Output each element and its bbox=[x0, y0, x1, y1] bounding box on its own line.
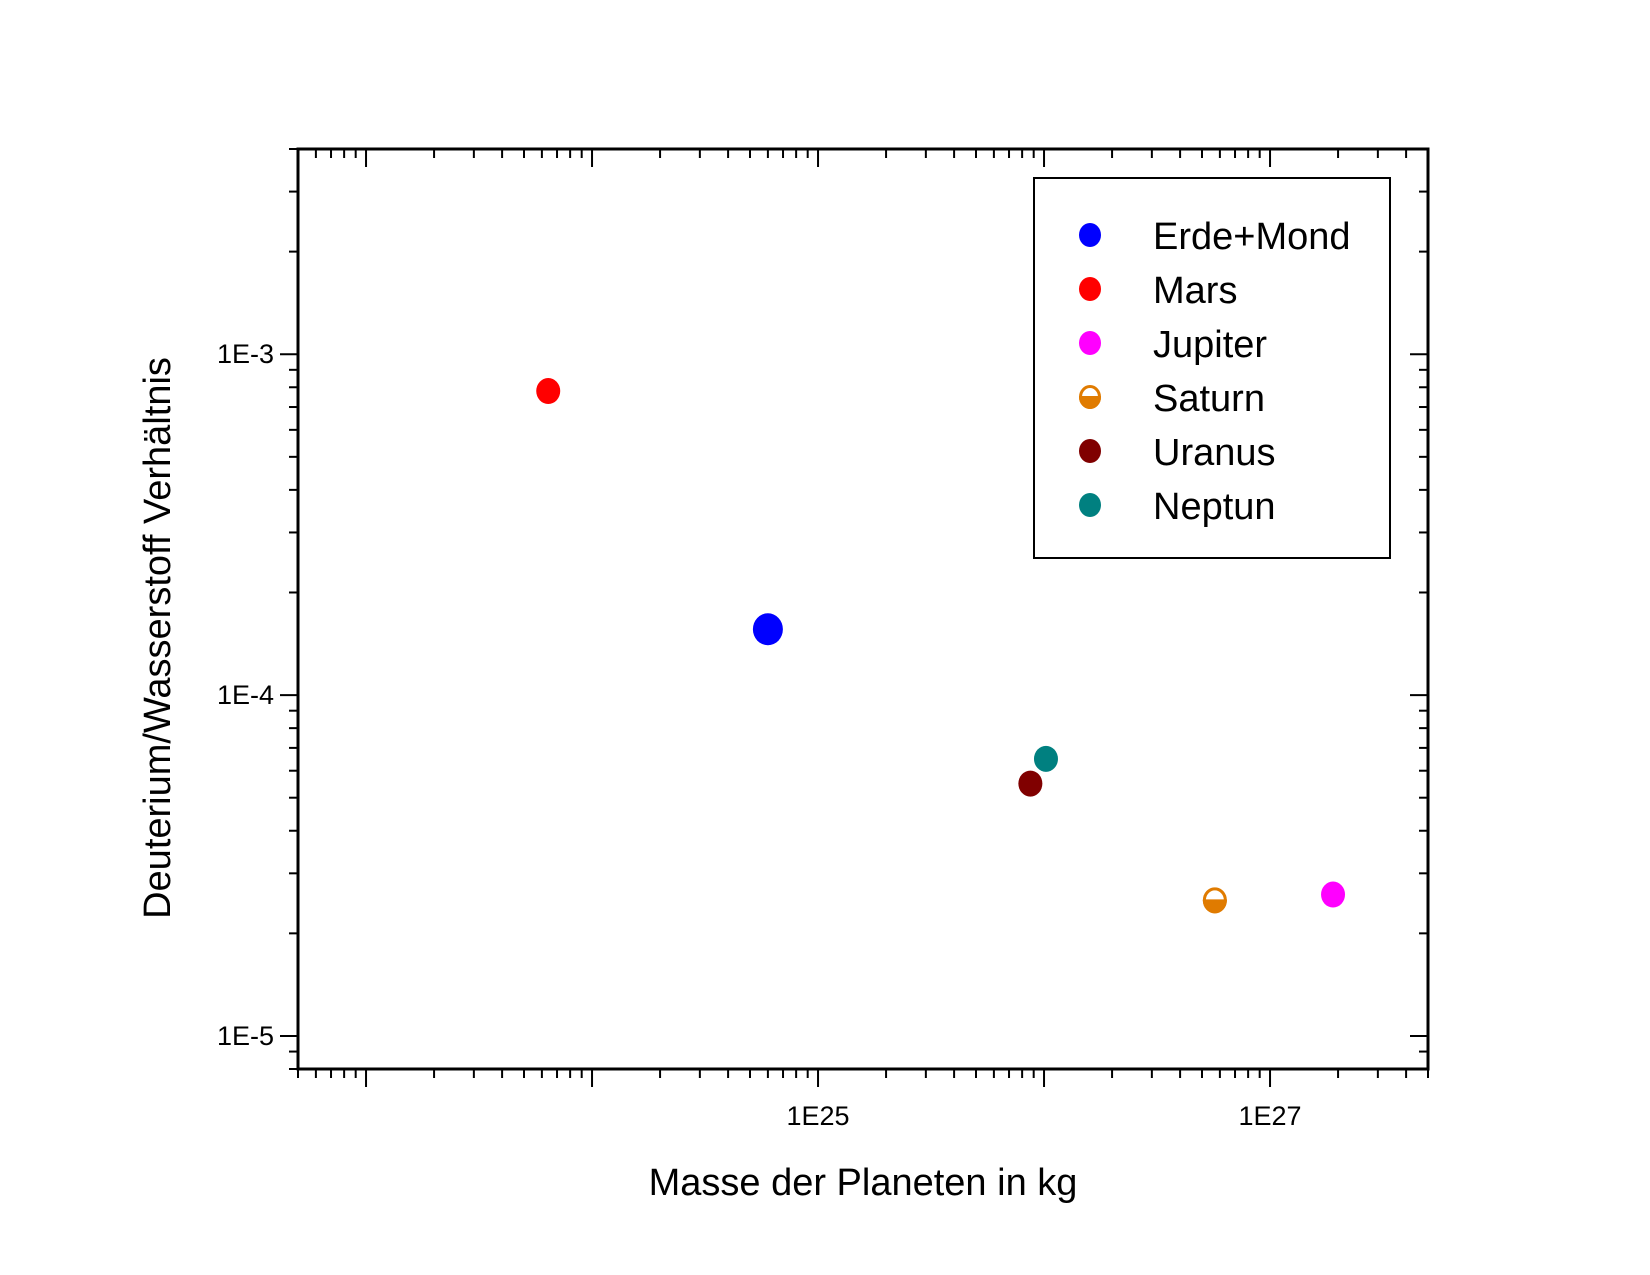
x-tick-label: 1E27 bbox=[1239, 1101, 1302, 1131]
y-tick-label: 1E-4 bbox=[217, 680, 274, 710]
y-tick-label: 1E-3 bbox=[217, 339, 274, 369]
x-axis-title: Masse der Planeten in kg bbox=[649, 1162, 1078, 1204]
legend-marker-mars bbox=[1079, 277, 1101, 301]
y-axis-title: Deuterium/Wasserstoff Verhältnis bbox=[137, 357, 179, 919]
data-point-uranus bbox=[1018, 770, 1043, 797]
data-points bbox=[536, 378, 1346, 914]
legend-marker-jupiter bbox=[1079, 331, 1101, 355]
legend-label-neptun: Neptun bbox=[1153, 486, 1276, 528]
legend-label-mars: Mars bbox=[1153, 270, 1237, 312]
data-point-neptun bbox=[1033, 745, 1058, 772]
legend: Erde+Mond Mars Jupiter Saturn Uranus Neptun bbox=[1033, 177, 1391, 559]
tick-labels: 1E25 1E27 1E-3 1E-4 1E-5 bbox=[217, 339, 1302, 1131]
x-tick-label: 1E25 bbox=[787, 1101, 850, 1131]
plot-frame bbox=[296, 147, 1430, 1071]
data-point-mars bbox=[536, 378, 561, 405]
legend-label-jupiter: Jupiter bbox=[1153, 324, 1267, 366]
legend-marker-uranus bbox=[1079, 439, 1101, 463]
legend-marker-erde-mond bbox=[1079, 223, 1101, 247]
legend-label-erde-mond: Erde+Mond bbox=[1153, 216, 1351, 258]
data-point-erde-mond bbox=[752, 613, 783, 646]
legend-label-saturn: Saturn bbox=[1153, 378, 1265, 420]
legend-marker-neptun bbox=[1079, 493, 1101, 517]
y-tick-label: 1E-5 bbox=[217, 1021, 274, 1051]
legend-label-uranus: Uranus bbox=[1153, 432, 1276, 474]
legend-marker-saturn bbox=[1079, 385, 1101, 409]
data-point-jupiter bbox=[1321, 881, 1346, 908]
data-point-saturn bbox=[1202, 887, 1227, 914]
